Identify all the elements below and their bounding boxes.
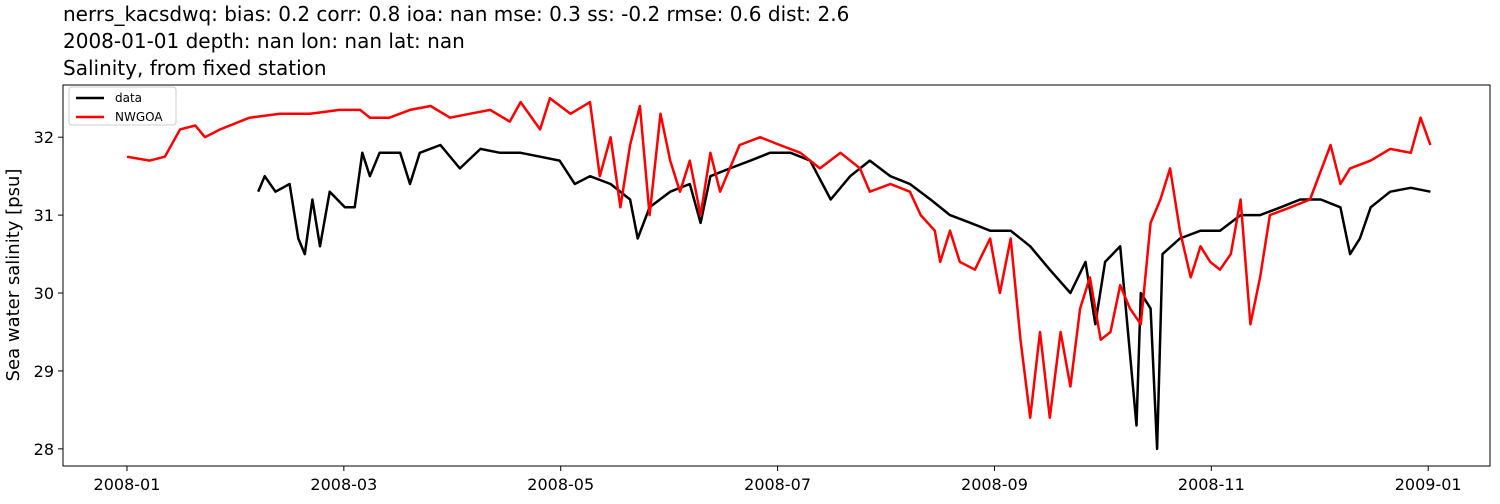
x-tick-label: 2008-03 bbox=[310, 475, 377, 494]
y-tick-label: 30 bbox=[34, 284, 54, 303]
x-tick-label: 2008-01 bbox=[94, 475, 161, 494]
y-tick-label: 29 bbox=[34, 362, 54, 381]
y-tick-label: 32 bbox=[34, 128, 54, 147]
x-tick-label: 2008-09 bbox=[961, 475, 1028, 494]
legend-label: data bbox=[115, 91, 142, 105]
x-tick-label: 2008-07 bbox=[744, 475, 811, 494]
data-line bbox=[126, 96, 1432, 419]
legend-box bbox=[68, 86, 177, 126]
chart-subtitle: 2008-01-01 depth: nan lon: nan lat: nan bbox=[63, 29, 465, 53]
legend-label: NWGOA bbox=[115, 110, 163, 124]
data-line bbox=[257, 143, 1431, 451]
x-tick-label: 2008-05 bbox=[527, 475, 594, 494]
x-tick-label: 2009-01 bbox=[1395, 475, 1462, 494]
plot-frame bbox=[62, 84, 1491, 467]
chart-subtitle: Salinity, from fixed station bbox=[63, 56, 327, 80]
y-tick-label: 31 bbox=[34, 206, 54, 225]
y-tick-label: 28 bbox=[34, 440, 54, 459]
chart-title: nerrs_kacsdwq: bias: 0.2 corr: 0.8 ioa: … bbox=[63, 2, 849, 26]
y-axis-label: Sea water salinity [psu] bbox=[3, 169, 24, 382]
x-tick-label: 2008-11 bbox=[1178, 475, 1245, 494]
